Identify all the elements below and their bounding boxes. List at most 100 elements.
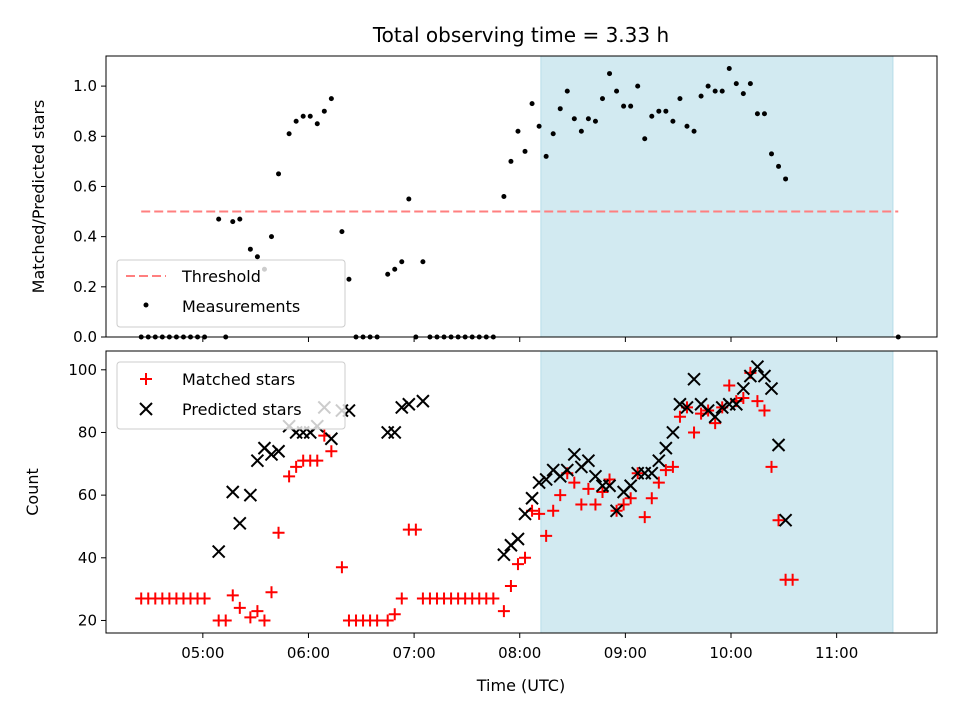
- legend-threshold-label: Threshold: [181, 267, 261, 286]
- matched-point: [758, 404, 771, 417]
- measurement-point: [578, 128, 584, 134]
- measurement-point: [592, 118, 598, 124]
- matched-point: [666, 460, 679, 473]
- measurement-point: [585, 116, 591, 122]
- measurement-point: [230, 219, 236, 225]
- matched-point: [395, 592, 408, 605]
- y-tick-label: 0.0: [73, 328, 97, 346]
- x-tick-label: 06:00: [287, 644, 330, 662]
- measurement-point: [747, 81, 753, 87]
- predicted-point: [736, 381, 751, 396]
- matched-point: [381, 614, 394, 627]
- top-y-axis-label: Matched/Predicted stars: [29, 100, 48, 294]
- measurement-point: [783, 176, 789, 182]
- matched-point: [251, 605, 264, 618]
- measurement-point: [684, 123, 690, 129]
- measurement-point: [628, 103, 634, 109]
- predicted-point: [581, 453, 596, 468]
- measurement-point: [564, 88, 570, 94]
- y-tick-label: 20: [78, 611, 97, 629]
- measurement-point: [607, 71, 613, 77]
- measurement-point: [621, 103, 627, 109]
- predicted-point: [518, 507, 532, 521]
- matched-point: [688, 426, 701, 439]
- x-tick-label: 05:00: [181, 644, 224, 662]
- x-tick-label: 10:00: [709, 644, 752, 662]
- bottom-y-ticks: 20 40 60 80 100: [68, 361, 106, 629]
- predicted-point: [750, 359, 765, 374]
- y-tick-label: 100: [68, 361, 97, 379]
- matched-point: [568, 476, 581, 489]
- measurement-point: [705, 83, 711, 89]
- predicted-point: [757, 369, 772, 383]
- predicted-point: [623, 479, 638, 493]
- matched-point: [596, 486, 609, 498]
- y-tick-label: 0.8: [73, 127, 97, 145]
- measurement-point: [392, 266, 398, 272]
- predicted-point: [560, 463, 574, 477]
- measurement-point: [635, 83, 641, 89]
- measurement-point: [508, 158, 514, 164]
- x-tick-label: 07:00: [392, 644, 435, 662]
- matched-point: [652, 476, 665, 489]
- legend-measurements-label: Measurements: [182, 297, 300, 316]
- measurement-point: [712, 88, 718, 94]
- measurement-point: [719, 88, 725, 94]
- measurement-point: [754, 111, 760, 117]
- measurement-point: [536, 123, 542, 129]
- measurement-point: [300, 113, 306, 119]
- matched-point: [547, 504, 560, 517]
- predicted-point: [666, 425, 680, 440]
- matched-point: [737, 392, 750, 404]
- measurement-point: [314, 121, 320, 127]
- predicted-point: [324, 432, 339, 446]
- legend-predicted-marker: [139, 402, 153, 416]
- measurement-point: [599, 96, 605, 102]
- measurement-point: [216, 216, 222, 222]
- matched-point: [554, 489, 567, 502]
- matched-point: [589, 498, 602, 511]
- predicted-point: [243, 488, 258, 502]
- measurement-point: [691, 128, 697, 134]
- matched-point: [198, 592, 211, 605]
- matched-point: [751, 395, 764, 408]
- predicted-point: [680, 400, 694, 415]
- measurement-point: [515, 128, 521, 134]
- measurement-point: [293, 118, 299, 124]
- measurement-point: [649, 113, 655, 119]
- matched-point: [645, 492, 658, 505]
- measurement-point: [698, 93, 704, 99]
- legend-measurements-marker: [143, 302, 149, 308]
- legend-matched-label: Matched stars: [182, 370, 295, 389]
- measurement-point: [614, 88, 620, 94]
- bottom-marks: [135, 359, 799, 627]
- bottom-plot-frame: [105, 350, 938, 634]
- predicted-point: [645, 466, 659, 480]
- measurement-point: [237, 216, 243, 222]
- predicted-point: [609, 504, 624, 518]
- matched-point: [272, 526, 285, 539]
- legend-predicted-label: Predicted stars: [182, 400, 302, 419]
- predicted-point: [673, 397, 687, 411]
- predicted-point: [264, 447, 279, 462]
- predicted-point: [271, 444, 286, 458]
- matched-point: [283, 470, 296, 483]
- top-legend-box: [116, 259, 346, 328]
- measurement-point: [571, 116, 577, 122]
- predicted-point: [778, 513, 793, 527]
- measurement-point: [557, 106, 563, 112]
- measurement-point: [339, 229, 345, 235]
- matched-point: [709, 417, 722, 430]
- predicted-point: [567, 447, 582, 462]
- matched-point: [497, 605, 510, 618]
- bottom-y-axis-label: Count: [23, 468, 42, 516]
- y-tick-label: 60: [78, 486, 97, 504]
- matched-point: [624, 492, 637, 505]
- matched-point: [673, 410, 686, 423]
- predicted-point: [539, 472, 553, 487]
- predicted-point: [497, 547, 511, 562]
- top-y-ticks: 0.0 0.2 0.4 0.6 0.8 1.0: [73, 77, 106, 346]
- predicted-point: [525, 491, 539, 505]
- y-tick-label: 0.2: [73, 278, 97, 296]
- predicted-point: [532, 475, 546, 490]
